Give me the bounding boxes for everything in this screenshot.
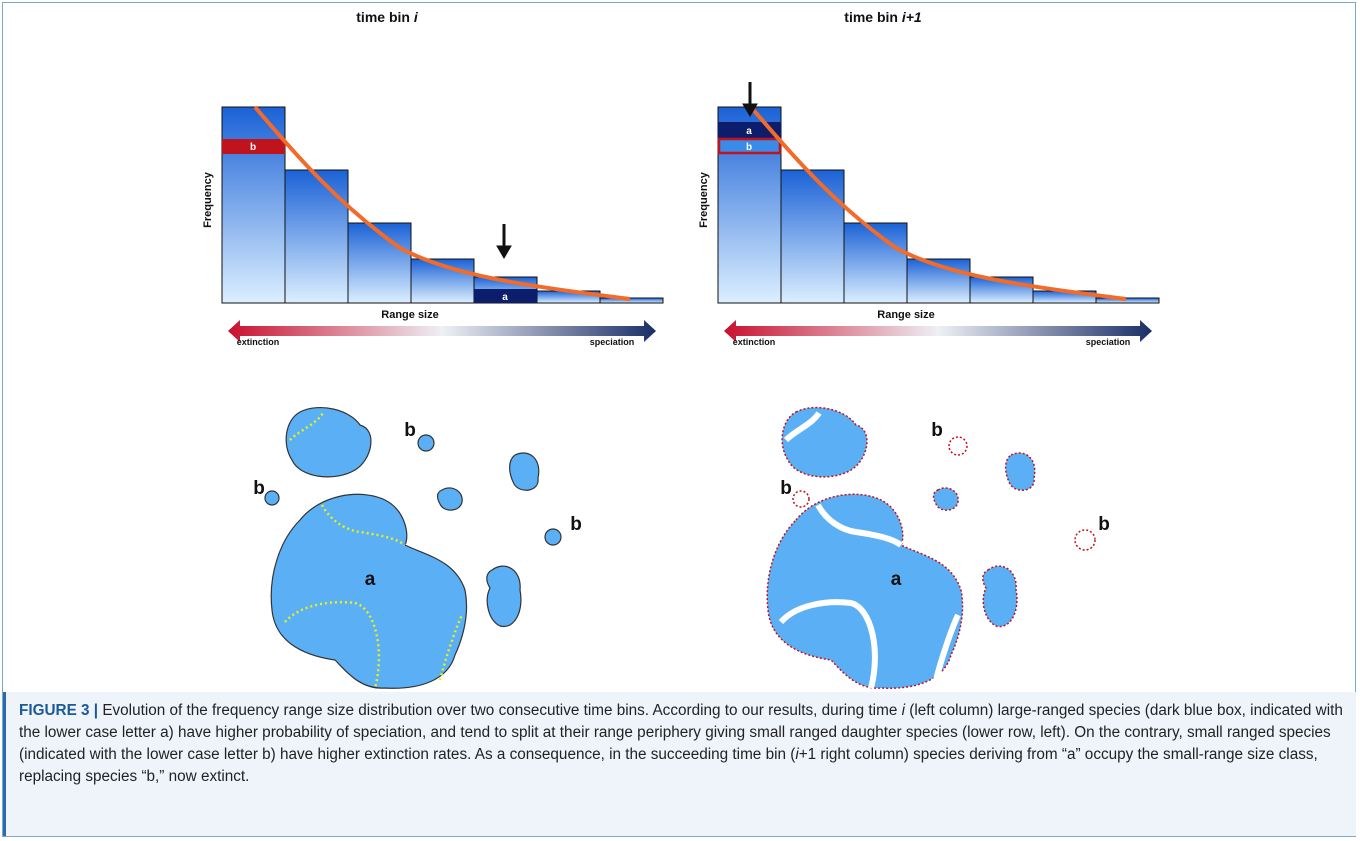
map-label: b [404, 420, 416, 441]
caption-text: +1 right column) species deriving from “… [19, 746, 1318, 785]
x-label: Range size [381, 309, 438, 321]
right-map [766, 406, 1096, 689]
x-label: Range size [877, 309, 934, 321]
panel-title: time bin i+1 [844, 9, 922, 25]
map-label: b [1098, 514, 1110, 535]
extinction-label: extinction [733, 337, 776, 347]
caption-text: i [901, 702, 905, 719]
map-label: b [931, 420, 943, 441]
gradient-arrow [724, 320, 1152, 342]
map-label: a [365, 569, 376, 590]
caption-text: Evolution of the frequency range size di… [98, 702, 902, 719]
y-label: Frequency [698, 171, 710, 228]
left-histogram [221, 106, 664, 304]
caption-text: (left column) large-ranged species (dark… [19, 702, 1343, 763]
figure: time bin i time bin i+1 Frequency Freque… [202, 9, 1160, 692]
caption-text: i [795, 746, 799, 763]
caption: FIGURE 3 | Evolution of the frequency ra… [3, 692, 1356, 836]
panel-title: time bin i [356, 9, 419, 25]
box-a [474, 289, 537, 303]
arrows [496, 82, 758, 259]
map-label: b [570, 514, 582, 535]
map-label: b [780, 478, 792, 499]
box-b [222, 139, 285, 154]
gradient-arrow [228, 320, 656, 342]
speciation-label: speciation [1086, 337, 1131, 347]
extinction-label: extinction [237, 337, 280, 347]
left-map [264, 406, 562, 690]
box-label: b [746, 142, 752, 153]
box-b [717, 137, 782, 155]
map-label: b [253, 478, 265, 499]
labels: time bin i time bin i+1 Frequency Freque… [202, 9, 1130, 347]
y-label: Frequency [202, 171, 214, 228]
right-histogram [717, 106, 1160, 304]
caption-label: FIGURE 3 | [19, 702, 99, 719]
speciation-label: speciation [590, 337, 635, 347]
map-label: a [891, 569, 902, 590]
map-labels: a b b b a b b b [253, 420, 1110, 590]
box-label: b [250, 142, 256, 153]
box-label: a [746, 126, 752, 137]
box-label: a [502, 292, 508, 303]
